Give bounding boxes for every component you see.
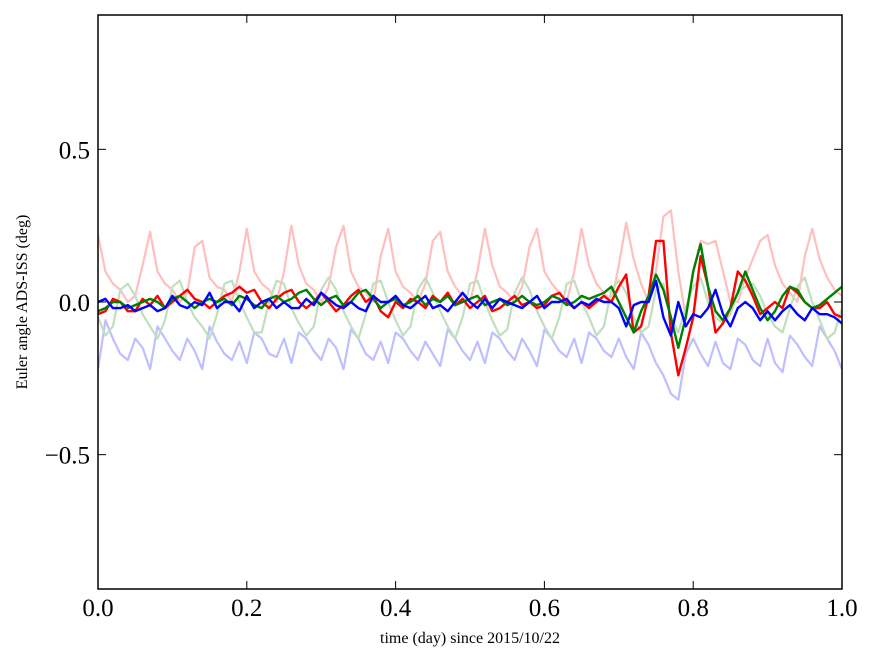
x-tick-label: 1.0 — [826, 595, 857, 622]
series-line-red — [98, 239, 842, 377]
x-tick-label: 0.6 — [529, 595, 560, 622]
series-line-light-green — [98, 276, 842, 340]
y-axis-label: Euler angle ADS-ISS (deg) — [14, 215, 31, 390]
series-layer — [98, 209, 842, 401]
ticks-layer: 0.0 0.2 0.4 0.6 0.8 1.0 −0.5 0.0 0.5 — [45, 15, 858, 622]
x-tick-label: 0.0 — [82, 595, 113, 622]
series-line-green — [98, 242, 842, 349]
x-tick-label: 0.8 — [678, 595, 709, 622]
x-axis-label: time (day) since 2015/10/22 — [380, 630, 560, 647]
y-tick-label: −0.5 — [45, 443, 90, 470]
x-tick-label: 0.2 — [231, 595, 262, 622]
series-line-blue — [98, 279, 842, 337]
y-tick-label: 0.0 — [59, 290, 90, 317]
series-line-light-blue — [98, 319, 842, 401]
y-tick-label: 0.5 — [59, 137, 90, 164]
x-tick-label: 0.4 — [380, 595, 412, 622]
